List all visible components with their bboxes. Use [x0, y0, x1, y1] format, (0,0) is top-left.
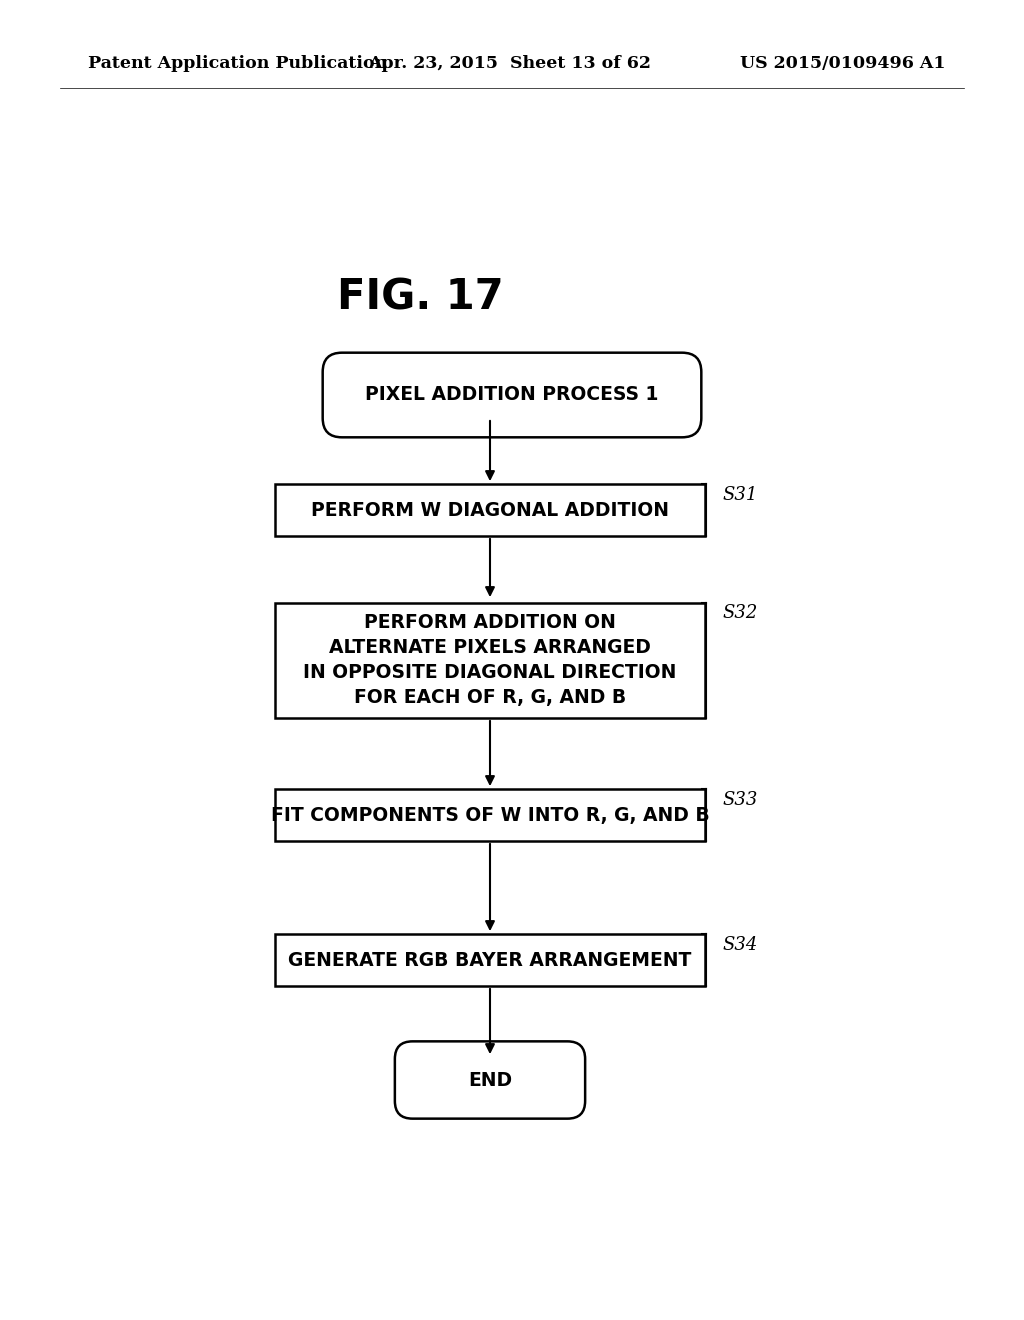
Text: Apr. 23, 2015  Sheet 13 of 62: Apr. 23, 2015 Sheet 13 of 62 — [368, 54, 651, 71]
Text: S32: S32 — [722, 605, 758, 623]
Bar — [275, 935, 705, 986]
Bar — [275, 789, 705, 841]
FancyBboxPatch shape — [323, 352, 701, 437]
Bar — [275, 484, 705, 536]
Text: PERFORM ADDITION ON
ALTERNATE PIXELS ARRANGED
IN OPPOSITE DIAGONAL DIRECTION
FOR: PERFORM ADDITION ON ALTERNATE PIXELS ARR… — [303, 612, 677, 708]
Bar — [275, 602, 705, 718]
Text: S31: S31 — [722, 486, 758, 504]
FancyBboxPatch shape — [395, 1041, 585, 1118]
Text: GENERATE RGB BAYER ARRANGEMENT: GENERATE RGB BAYER ARRANGEMENT — [289, 950, 691, 969]
Text: S34: S34 — [722, 936, 758, 954]
Text: S33: S33 — [722, 791, 758, 809]
Text: US 2015/0109496 A1: US 2015/0109496 A1 — [740, 54, 945, 71]
Text: FIT COMPONENTS OF W INTO R, G, AND B: FIT COMPONENTS OF W INTO R, G, AND B — [270, 805, 710, 825]
Text: FIG. 17: FIG. 17 — [337, 277, 504, 319]
Text: PERFORM W DIAGONAL ADDITION: PERFORM W DIAGONAL ADDITION — [311, 500, 669, 520]
Text: PIXEL ADDITION PROCESS 1: PIXEL ADDITION PROCESS 1 — [366, 385, 658, 404]
Text: END: END — [468, 1071, 512, 1089]
Text: Patent Application Publication: Patent Application Publication — [88, 54, 387, 71]
